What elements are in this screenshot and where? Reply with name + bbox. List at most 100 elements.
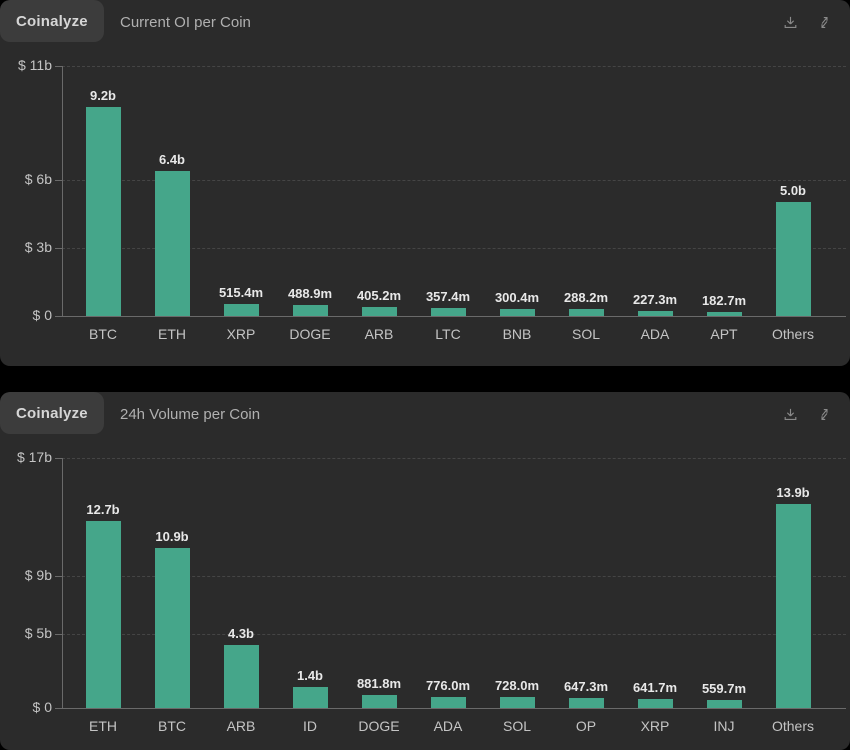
panel-header: Coinalyze Current OI per Coin xyxy=(0,0,850,44)
bar-value-label: 515.4m xyxy=(218,285,264,301)
x-category-label: Others xyxy=(771,718,814,734)
x-category-label: BTC xyxy=(89,326,117,342)
bar-eth[interactable] xyxy=(154,170,190,316)
bar-sol[interactable] xyxy=(499,697,535,708)
bar-ltc[interactable] xyxy=(430,307,466,316)
bar-btc[interactable] xyxy=(154,547,190,708)
bar-others[interactable] xyxy=(775,202,811,316)
bar-value-label: 641.7m xyxy=(632,679,678,695)
bar-value-label: 13.9b xyxy=(776,484,810,500)
bar-apt[interactable] xyxy=(706,311,742,316)
bar-bnb[interactable] xyxy=(499,309,535,316)
bar-ada[interactable] xyxy=(430,696,466,708)
bar-btc[interactable] xyxy=(85,106,121,316)
gridline xyxy=(62,66,846,67)
bar-value-label: 647.3m xyxy=(563,679,609,695)
bar-value-label: 4.3b xyxy=(227,625,254,641)
gridline xyxy=(62,634,846,636)
download-icon[interactable] xyxy=(780,12,800,32)
bar-doge[interactable] xyxy=(361,695,397,708)
bar-value-label: 488.9m xyxy=(287,285,333,301)
bar-value-label: 300.4m xyxy=(494,290,540,306)
compare-icon[interactable] xyxy=(814,404,834,424)
bar-value-label: 182.7m xyxy=(701,292,747,308)
bar-inj[interactable] xyxy=(706,699,742,708)
bar-value-label: 6.4b xyxy=(158,151,185,167)
gridline xyxy=(62,179,846,181)
brand-label: Coinalyze xyxy=(16,404,88,422)
gridline xyxy=(62,458,846,459)
y-tick-label: $ 0 xyxy=(32,699,52,715)
y-tick-mark xyxy=(55,634,62,636)
x-category-label: ARB xyxy=(364,326,394,342)
download-icon[interactable] xyxy=(780,404,800,424)
chart-title: Current OI per Coin xyxy=(120,13,251,31)
bar-value-label: 357.4m xyxy=(425,288,471,304)
chart-panel-24h-volume: Coinalyze 24h Volume per Coin $ 0 $ 5b $ 9… xyxy=(0,392,850,750)
y-tick-label: $ 11b xyxy=(18,57,52,73)
y-tick-mark xyxy=(55,575,62,577)
y-tick-label: $ 17b xyxy=(16,449,52,465)
compare-icon[interactable] xyxy=(814,12,834,32)
x-category-label: OP xyxy=(575,718,597,734)
x-category-label: SOL xyxy=(571,326,600,342)
y-tick-label: $ 5b xyxy=(24,625,52,642)
bar-value-label: 288.2m xyxy=(563,290,609,306)
x-category-label: DOGE xyxy=(358,718,400,734)
y-tick-mark xyxy=(55,247,62,249)
x-category-label: ID xyxy=(303,718,317,734)
bar-arb[interactable] xyxy=(223,644,259,708)
bar-sol[interactable] xyxy=(568,309,604,316)
y-tick-mark xyxy=(55,179,62,181)
x-axis xyxy=(55,316,846,317)
x-category-label: BNB xyxy=(502,326,532,342)
chart-title: 24h Volume per Coin xyxy=(120,405,261,423)
x-category-label: ADA xyxy=(433,718,463,734)
bar-op[interactable] xyxy=(568,698,604,708)
y-tick-label: $ 0 xyxy=(32,307,52,323)
gridline xyxy=(62,575,846,577)
y-axis xyxy=(62,66,63,317)
bar-id[interactable] xyxy=(292,687,328,708)
bar-value-label: 559.7m xyxy=(701,680,747,696)
bar-xrp[interactable] xyxy=(637,698,673,708)
panel-header: Coinalyze 24h Volume per Coin xyxy=(0,392,850,436)
bar-value-label: 12.7b xyxy=(86,502,120,518)
bar-doge[interactable] xyxy=(292,304,328,316)
x-category-label: APT xyxy=(710,326,738,342)
x-category-label: LTC xyxy=(435,326,461,342)
chart-toolbar xyxy=(780,12,834,32)
bar-others[interactable] xyxy=(775,503,811,708)
gridline xyxy=(62,247,846,249)
bar-value-label: 405.2m xyxy=(356,287,402,303)
bar-chart-24h-volume: $ 0 $ 5b $ 9b $ 17b 12.7b ETH 10.9b BTC 4.3b ARB 1… xyxy=(0,449,850,750)
y-axis xyxy=(62,458,63,709)
bar-xrp[interactable] xyxy=(223,304,259,316)
chart-toolbar xyxy=(780,404,834,424)
x-category-label: ETH xyxy=(158,326,186,342)
x-category-label: BTC xyxy=(158,718,186,734)
bar-value-label: 227.3m xyxy=(632,291,678,307)
coinalyze-logo[interactable]: Coinalyze xyxy=(0,0,104,42)
bar-value-label: 5.0b xyxy=(779,183,806,199)
x-category-label: XRP xyxy=(640,718,670,734)
y-tick-label: $ 3b xyxy=(24,238,52,255)
bar-ada[interactable] xyxy=(637,310,673,316)
bar-arb[interactable] xyxy=(361,306,397,316)
y-tick-mark xyxy=(55,458,62,459)
chart-panel-current-oi: Coinalyze Current OI per Coin $ 0 $ 3b $ 6… xyxy=(0,0,850,366)
coinalyze-logo[interactable]: Coinalyze xyxy=(0,392,104,434)
bar-value-label: 881.8m xyxy=(356,676,402,692)
x-category-label: ETH xyxy=(89,718,117,734)
brand-label: Coinalyze xyxy=(16,12,88,30)
x-category-label: SOL xyxy=(502,718,531,734)
x-category-label: XRP xyxy=(226,326,256,342)
x-category-label: ARB xyxy=(226,718,256,734)
bar-value-label: 10.9b xyxy=(155,528,189,544)
bar-value-label: 9.2b xyxy=(89,87,116,103)
x-category-label: Others xyxy=(771,326,814,342)
bar-value-label: 728.0m xyxy=(494,678,540,694)
y-tick-mark xyxy=(55,66,62,67)
x-category-label: ADA xyxy=(640,326,670,342)
bar-eth[interactable] xyxy=(85,521,121,708)
